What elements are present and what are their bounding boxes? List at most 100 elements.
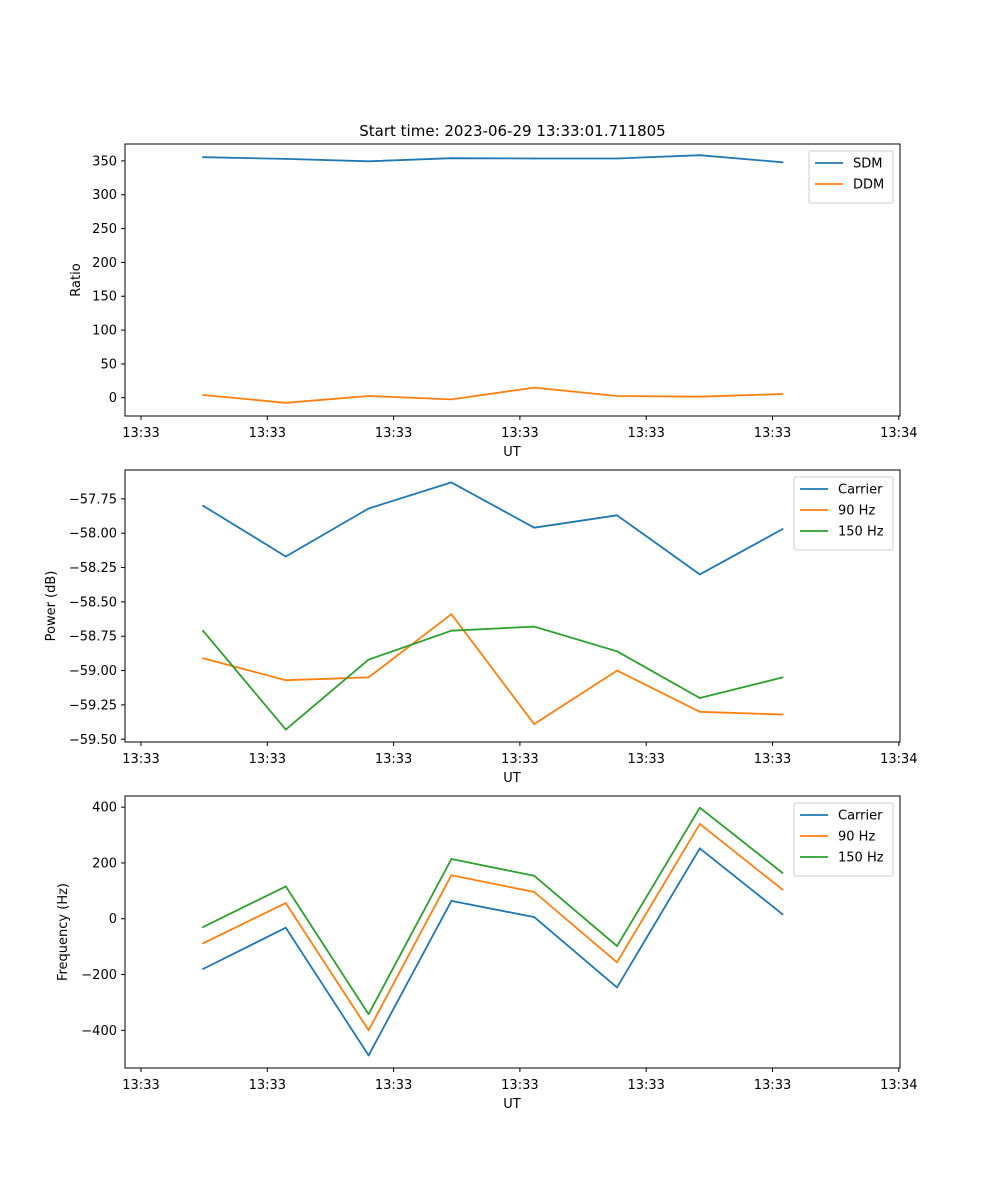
data-point-150-hz: [781, 676, 784, 679]
x-tick-label: 13:33: [754, 752, 791, 767]
y-tick-label: −58.00: [69, 527, 117, 542]
x-axis-label: UT: [503, 771, 521, 786]
legend-label: 90 Hz: [838, 830, 875, 845]
x-tick-label: 13:33: [627, 426, 664, 441]
y-tick-label: −59.00: [69, 664, 117, 679]
y-tick-label: 300: [92, 188, 117, 203]
series-line-carrier: [202, 481, 784, 576]
data-point-sdm: [284, 157, 287, 160]
data-point-90-hz: [450, 874, 453, 877]
y-tick-label: 150: [92, 290, 117, 305]
y-tick-label: 200: [92, 256, 117, 271]
data-point-90-hz: [781, 713, 784, 716]
data-point-150-hz: [202, 926, 204, 929]
legend-label: 150 Hz: [838, 525, 884, 540]
series-line-sdm: [202, 154, 783, 164]
data-point-90-hz: [450, 613, 453, 616]
x-tick-label: 13:33: [375, 752, 412, 767]
data-point-150-hz: [284, 885, 287, 888]
chart-panel-3: 13:33 13:33 13:33 13:33 13:33 13:33 13:34 400 20…: [56, 795, 918, 1112]
data-point-sdm: [367, 160, 370, 163]
data-point-sdm: [616, 157, 618, 160]
y-tick-label: −200: [81, 968, 117, 983]
data-point-carrier: [533, 526, 536, 529]
series-line-ddm: [202, 386, 783, 404]
data-point-150-hz: [367, 1013, 370, 1016]
data-point-carrier: [450, 899, 453, 902]
x-tick-label: 13:33: [375, 426, 412, 441]
data-point-sdm: [533, 157, 536, 160]
y-tick-label: 350: [92, 154, 117, 169]
data-point-carrier: [284, 555, 287, 558]
y-tick-label: 200: [92, 856, 117, 871]
legend-label: DDM: [853, 178, 884, 193]
data-point-90-hz: [698, 710, 701, 713]
x-tick-label: 13:33: [249, 1078, 286, 1093]
y-tick-label: 250: [92, 222, 117, 237]
x-tick-label: 13:33: [375, 1078, 412, 1093]
x-tick-label: 13:33: [501, 426, 538, 441]
data-point-carrier: [781, 528, 784, 530]
data-point-carrier: [367, 1054, 370, 1057]
data-point-150-hz: [616, 650, 618, 653]
legend-label: 150 Hz: [838, 851, 884, 866]
data-point-carrier: [284, 926, 287, 929]
data-point-90-hz: [781, 888, 784, 891]
y-tick-label: −58.50: [69, 595, 117, 610]
legend: Carrier 90 Hz 150 Hz: [793, 476, 894, 551]
x-tick-label: 13:33: [249, 752, 286, 767]
y-tick-label: −57.75: [69, 492, 117, 507]
y-tick-label: 100: [92, 324, 117, 339]
x-tick-label: 13:33: [754, 1078, 791, 1093]
x-tick-label: 13:33: [627, 752, 664, 767]
data-point-ddm: [533, 386, 536, 389]
chart-panel-2: 13:33 13:33 13:33 13:33 13:33 13:33 13:34 −57.7…: [44, 469, 918, 786]
plot-frame: [124, 795, 901, 1069]
series-line-150-hz: [202, 625, 783, 731]
data-point-150-hz: [284, 728, 287, 731]
y-axis-label: Frequency (Hz): [56, 883, 71, 981]
legend-box: [808, 150, 894, 204]
y-tick-label: 0: [109, 391, 117, 406]
series-line-90-hz: [202, 613, 783, 725]
data-point-ddm: [284, 401, 287, 404]
data-point-150-hz: [367, 658, 370, 661]
data-point-150-hz: [698, 697, 701, 699]
x-tick-label: 13:34: [880, 426, 917, 441]
x-tick-label: 13:34: [880, 1078, 917, 1093]
series-line-carrier: [202, 847, 784, 1057]
chart-panel-1: 13:33 13:33 13:33 13:33 13:33 13:33 13:34 0 50 10…: [69, 143, 918, 460]
data-point-90-hz: [616, 669, 618, 672]
data-point-90-hz: [533, 891, 536, 893]
data-point-150-hz: [698, 806, 701, 809]
x-axis-label: UT: [503, 1097, 521, 1112]
data-point-150-hz: [781, 872, 784, 874]
data-point-carrier: [698, 847, 701, 850]
data-point-carrier: [202, 504, 204, 507]
data-point-sdm: [202, 156, 204, 159]
data-point-90-hz: [367, 1029, 370, 1032]
x-tick-label: 13:34: [880, 752, 917, 767]
data-point-carrier: [202, 968, 204, 970]
data-point-150-hz: [533, 625, 536, 628]
data-point-150-hz: [533, 874, 536, 877]
series-line-90-hz: [202, 823, 784, 1032]
data-point-sdm: [698, 154, 701, 157]
data-point-90-hz: [533, 723, 536, 726]
data-point-ddm: [616, 395, 618, 397]
data-point-90-hz: [202, 657, 204, 660]
legend-label: Carrier: [838, 809, 883, 824]
data-point-carrier: [533, 916, 536, 918]
y-tick-label: 400: [92, 801, 117, 816]
data-point-ddm: [367, 395, 370, 397]
x-tick-label: 13:33: [754, 426, 791, 441]
y-tick-label: 0: [109, 912, 117, 927]
y-tick-label: −58.25: [69, 561, 117, 576]
plot-frame: [124, 143, 901, 417]
data-point-150-hz: [202, 629, 204, 632]
x-tick-label: 13:33: [122, 1078, 159, 1093]
data-point-150-hz: [450, 629, 453, 632]
data-point-carrier: [616, 986, 618, 989]
data-point-ddm: [450, 398, 453, 401]
legend-label: SDM: [853, 157, 882, 172]
